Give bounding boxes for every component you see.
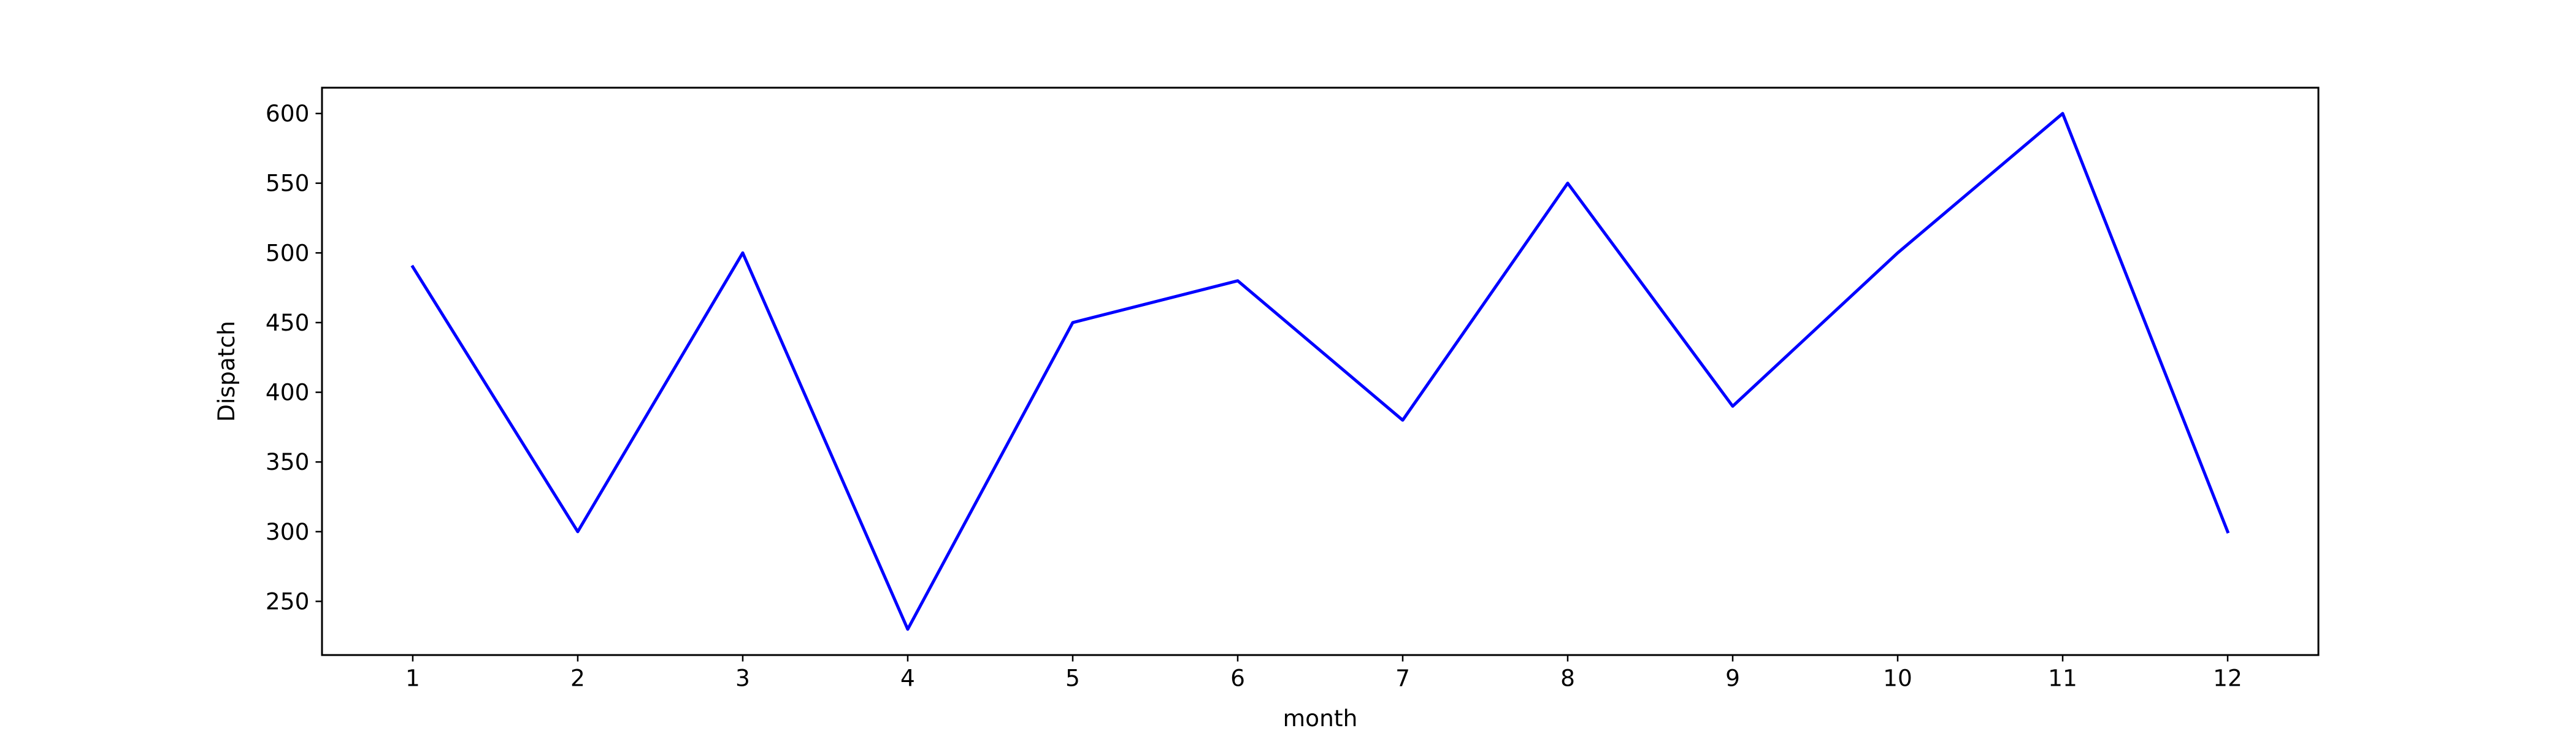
x-tick-label: 8 xyxy=(1560,665,1575,692)
x-tick-label: 10 xyxy=(1883,665,1912,692)
y-tick-label: 400 xyxy=(266,379,310,406)
plot-frame xyxy=(321,86,2320,656)
y-axis-label: Dispatch xyxy=(213,321,240,422)
y-tick-label: 300 xyxy=(266,518,310,545)
series-layer xyxy=(410,112,2230,631)
y-tick-label: 600 xyxy=(266,100,310,127)
y-tick-label: 550 xyxy=(266,170,310,197)
x-tick-label: 5 xyxy=(1065,665,1080,692)
x-tick-label: 1 xyxy=(405,665,420,692)
y-tick-label: 250 xyxy=(266,588,310,615)
y-tick-label: 450 xyxy=(266,309,310,336)
y-tick-label: 350 xyxy=(266,448,310,475)
series-line xyxy=(410,112,2230,631)
x-tick-label: 2 xyxy=(570,665,585,692)
x-tick-label: 9 xyxy=(1725,665,1740,692)
plot-area xyxy=(322,88,2318,655)
x-tick-label: 3 xyxy=(735,665,750,692)
x-tick-label: 7 xyxy=(1395,665,1410,692)
y-axis-ticks: 250 300 350 400 450 500 550 600 xyxy=(266,100,322,615)
x-tick-label: 11 xyxy=(2048,665,2077,692)
x-axis-label: month xyxy=(1283,705,1358,732)
x-tick-label: 6 xyxy=(1230,665,1245,692)
x-axis-ticks: 1 2 3 4 5 6 7 8 9 10 11 12 xyxy=(405,655,2242,692)
x-tick-label: 12 xyxy=(2213,665,2242,692)
y-tick-label: 500 xyxy=(266,239,310,266)
x-tick-label: 4 xyxy=(900,665,915,692)
